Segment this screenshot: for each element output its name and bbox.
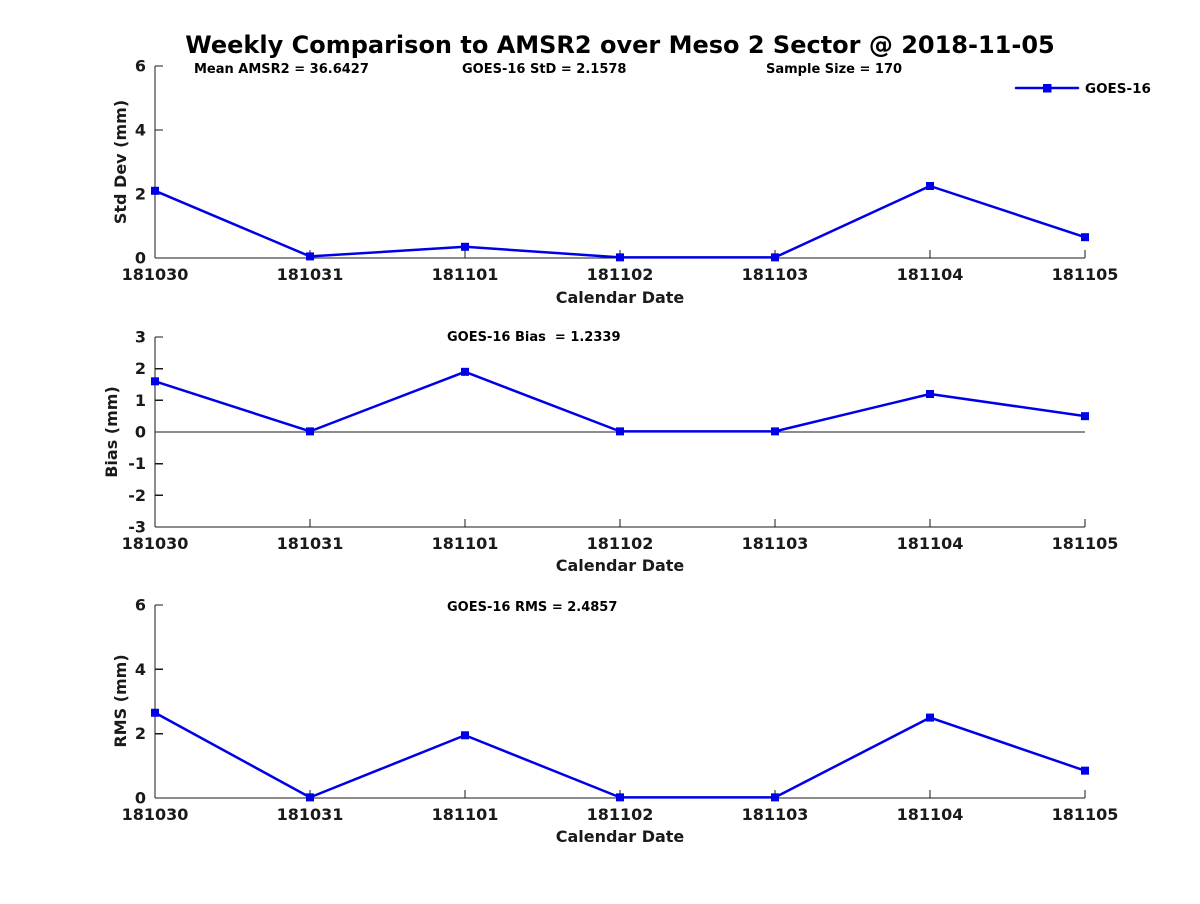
x-tick-label: 181104 bbox=[897, 805, 964, 824]
y-tick-label: 4 bbox=[135, 660, 146, 679]
series-line-goes16 bbox=[153, 370, 1087, 433]
x-tick-label: 181030 bbox=[122, 265, 189, 284]
y-tick-label: 2 bbox=[135, 359, 146, 378]
legend-label: GOES-16 bbox=[1085, 81, 1151, 97]
y-tick-label: 1 bbox=[135, 391, 146, 410]
data-point-marker bbox=[151, 708, 159, 717]
page-title: Weekly Comparison to AMSR2 over Meso 2 S… bbox=[185, 31, 1054, 59]
x-tick-label: 181103 bbox=[742, 805, 809, 824]
data-point-marker bbox=[151, 377, 159, 386]
data-point-marker bbox=[306, 427, 314, 436]
data-point-marker bbox=[771, 427, 779, 436]
stddev-y-axis-label: Std Dev (mm) bbox=[111, 100, 130, 224]
data-point-marker bbox=[1081, 412, 1089, 421]
stddev-x-axis-label: Calendar Date bbox=[556, 288, 685, 307]
y-tick-label: 3 bbox=[135, 328, 146, 347]
annotation-sample-size: Sample Size = 170 bbox=[766, 62, 902, 77]
annotation-goes16-rms: GOES-16 RMS = 2.4857 bbox=[447, 600, 617, 615]
x-tick-label: 181105 bbox=[1052, 805, 1119, 824]
x-tick-label: 181105 bbox=[1052, 534, 1119, 553]
y-tick-label: 6 bbox=[135, 596, 146, 615]
data-point-marker bbox=[926, 713, 934, 722]
annotation-goes16-bias: GOES-16 Bias = 1.2339 bbox=[447, 330, 621, 345]
x-tick-label: 181102 bbox=[587, 805, 654, 824]
x-tick-label: 181104 bbox=[897, 265, 964, 284]
rms-x-axis-label: Calendar Date bbox=[556, 827, 685, 846]
data-point-marker bbox=[461, 242, 469, 251]
y-tick-label: 0 bbox=[135, 249, 146, 268]
rms-chart: GOES-16 RMS = 2.4857 RMS (mm) Calendar D… bbox=[111, 596, 1118, 847]
data-point-marker bbox=[1081, 766, 1089, 775]
x-tick-label: 181101 bbox=[432, 534, 499, 553]
series-line-goes16 bbox=[153, 184, 1087, 259]
x-tick-label: 181104 bbox=[897, 534, 964, 553]
data-point-marker bbox=[926, 390, 934, 398]
data-point-marker bbox=[616, 253, 624, 262]
series-line-goes16 bbox=[153, 711, 1087, 799]
x-tick-label: 181101 bbox=[432, 805, 499, 824]
data-point-marker bbox=[771, 253, 779, 262]
data-point-marker bbox=[616, 793, 624, 802]
legend-square-marker-icon bbox=[1043, 84, 1052, 93]
y-tick-label: -1 bbox=[128, 454, 146, 473]
data-point-marker bbox=[306, 793, 314, 802]
y-tick-label: 0 bbox=[135, 789, 146, 808]
bias-chart: GOES-16 Bias = 1.2339 Bias (mm) Calendar… bbox=[102, 328, 1118, 576]
y-tick-label: 4 bbox=[135, 121, 146, 140]
x-tick-label: 181101 bbox=[432, 265, 499, 284]
y-tick-label: -2 bbox=[128, 486, 146, 505]
bias-y-axis-label: Bias (mm) bbox=[102, 386, 121, 478]
y-tick-label: 6 bbox=[135, 57, 146, 76]
y-tick-label: 0 bbox=[135, 423, 146, 442]
y-tick-label: 2 bbox=[135, 185, 146, 204]
data-point-marker bbox=[1081, 233, 1089, 242]
data-point-marker bbox=[616, 427, 624, 436]
stddev-plot-area: 0 2 4 6 181030 181031 181101 181102 181103 181104… bbox=[122, 57, 1119, 285]
x-tick-label: 181030 bbox=[122, 805, 189, 824]
y-tick-label: -3 bbox=[128, 518, 146, 537]
data-point-marker bbox=[926, 182, 934, 190]
data-point-marker bbox=[771, 793, 779, 802]
x-tick-label: 181030 bbox=[122, 534, 189, 553]
data-point-marker bbox=[151, 186, 159, 195]
x-tick-label: 181031 bbox=[277, 534, 344, 553]
bias-plot-area: -3 -2 -1 0 1 2 3 181030 181031 181101 181102 181103… bbox=[122, 328, 1119, 554]
x-tick-label: 181102 bbox=[587, 265, 654, 284]
data-point-marker bbox=[306, 252, 314, 261]
data-point-marker bbox=[461, 731, 469, 740]
stddev-chart: Mean AMSR2 = 36.6427 GOES-16 StD = 2.157… bbox=[111, 57, 1118, 308]
rms-plot-area: 0 2 4 6 181030 181031 181101 181102 181103 181104… bbox=[122, 596, 1119, 825]
annotation-goes16-std: GOES-16 StD = 2.1578 bbox=[462, 62, 626, 77]
annotation-mean-amsr2: Mean AMSR2 = 36.6427 bbox=[194, 62, 369, 77]
x-tick-label: 181102 bbox=[587, 534, 654, 553]
rms-y-axis-label: RMS (mm) bbox=[111, 654, 130, 747]
bias-x-axis-label: Calendar Date bbox=[556, 556, 685, 575]
x-tick-label: 181031 bbox=[277, 805, 344, 824]
x-tick-label: 181103 bbox=[742, 534, 809, 553]
data-point-marker bbox=[461, 367, 469, 376]
y-tick-label: 2 bbox=[135, 724, 146, 743]
legend: GOES-16 bbox=[1014, 81, 1151, 97]
x-tick-label: 181031 bbox=[277, 265, 344, 284]
x-tick-label: 181105 bbox=[1052, 265, 1119, 284]
x-tick-label: 181103 bbox=[742, 265, 809, 284]
